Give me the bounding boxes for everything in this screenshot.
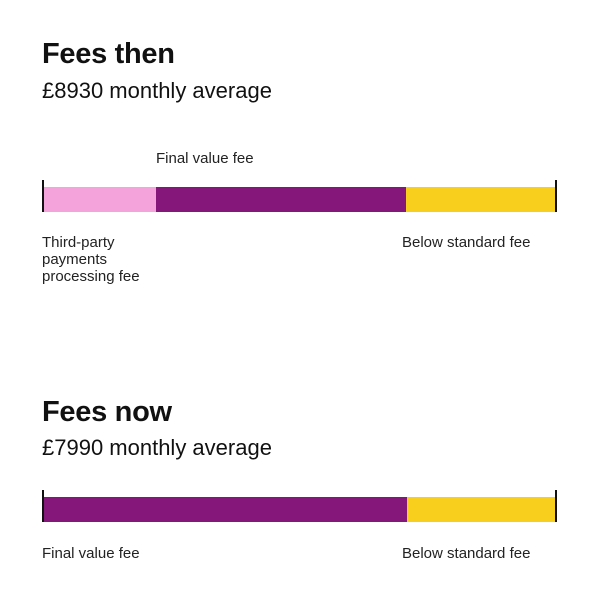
fees-now-average: £7990 monthly average (42, 435, 272, 460)
fees-now-bar (42, 490, 557, 522)
bar-segment-below-standard-fee (406, 187, 555, 212)
fees-now-final-value-label: Final value fee (42, 545, 140, 562)
bar-edge-left (42, 180, 44, 212)
fees-then-average: £8930 monthly average (42, 78, 272, 103)
bar-segment-third-party-payments-processing-fee (44, 187, 156, 212)
bar-edge-right (555, 180, 557, 212)
fees-now-below-standard-label: Below standard fee (402, 545, 531, 562)
bar-edge-right (555, 490, 557, 522)
fees-then-title: Fees then (42, 38, 175, 70)
fees-now-title: Fees now (42, 396, 172, 428)
fees-then-bar-svg (42, 180, 557, 212)
fees-then-third-party-label: Third-party payments processing fee (42, 234, 140, 285)
fees-then-below-standard-label: Below standard fee (402, 234, 531, 251)
bar-segment-final-value-fee (156, 187, 406, 212)
bar-edge-left (42, 490, 44, 522)
bar-segment-below-standard-fee (407, 497, 555, 522)
fees-now-bar-svg (42, 490, 557, 522)
bar-segment-final-value-fee (44, 497, 407, 522)
fees-then-bar (42, 180, 557, 212)
fees-then-final-value-label: Final value fee (156, 150, 254, 167)
